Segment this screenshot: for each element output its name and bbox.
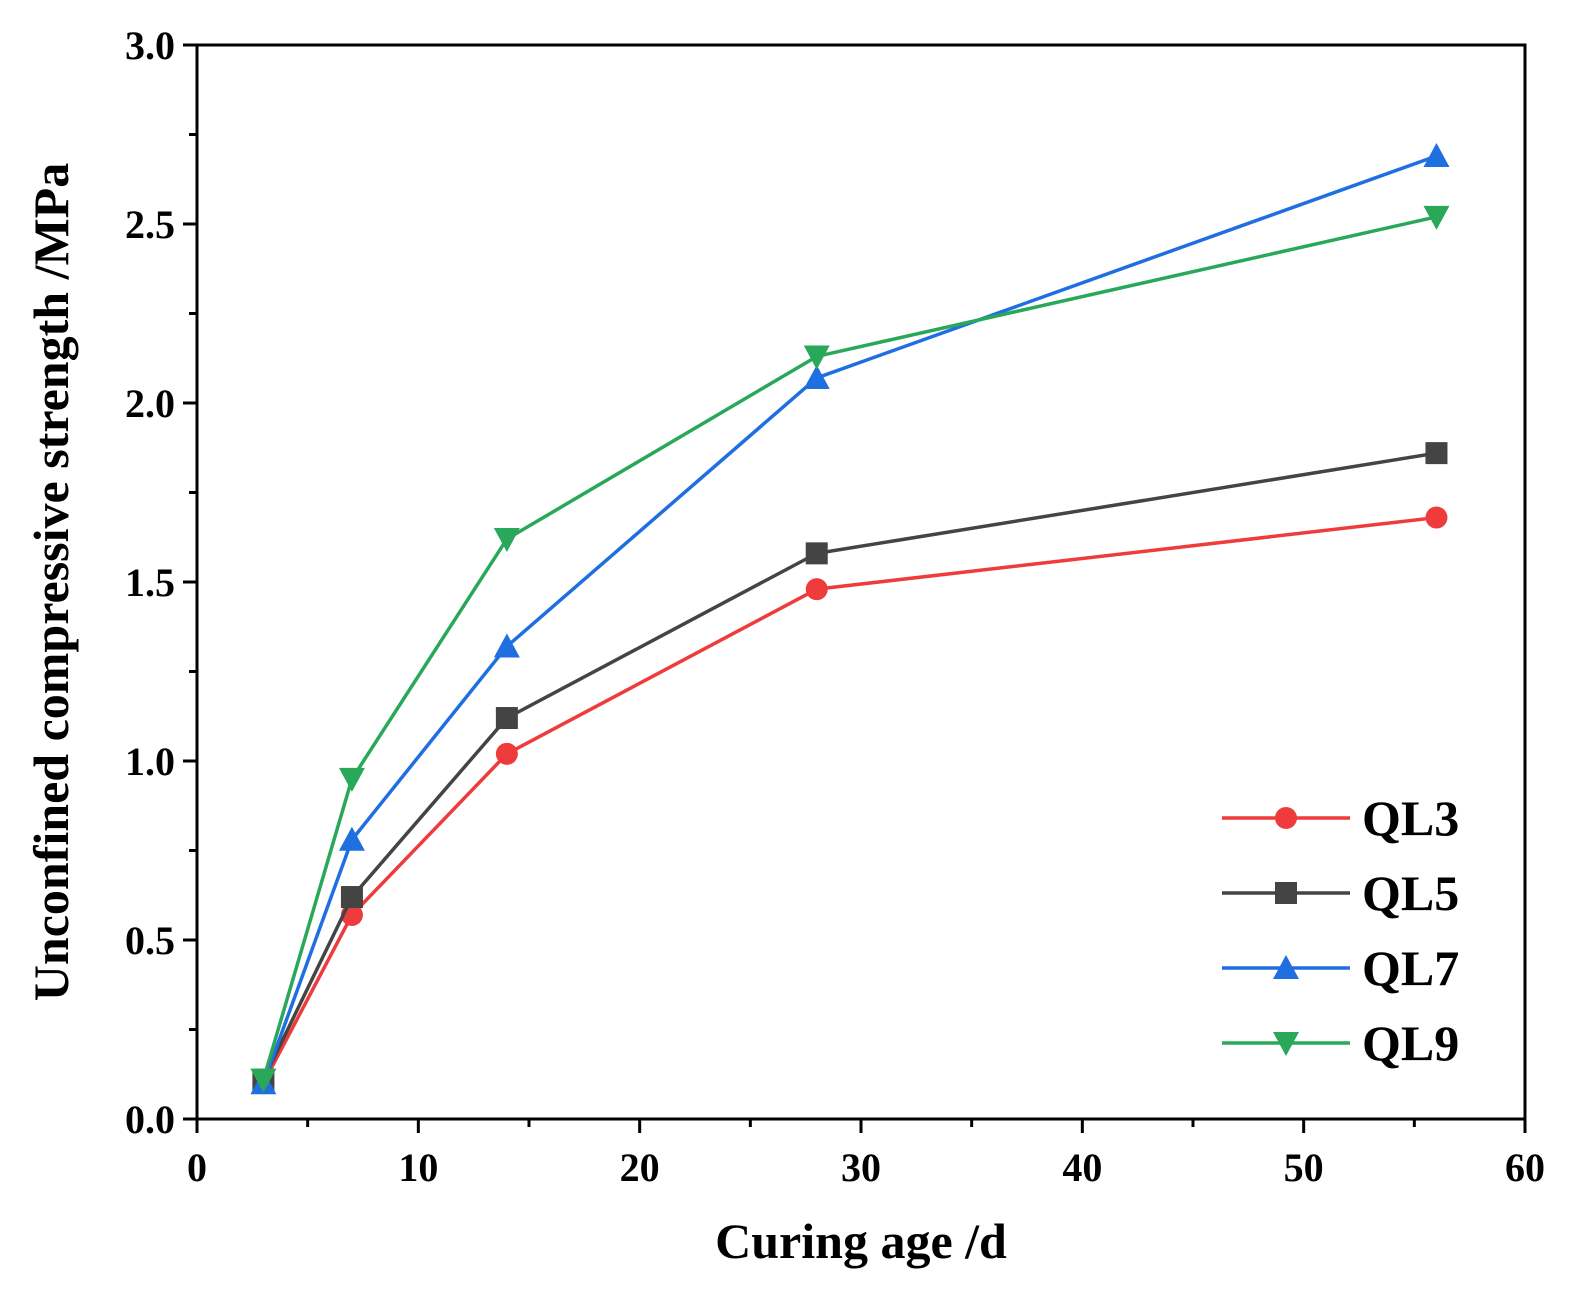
- legend: QL3 QL5 QL7 QL9: [1222, 790, 1459, 1071]
- data-point-ql5: [340, 886, 363, 909]
- series-line-ql7: [261, 154, 1438, 1084]
- legend-label: QL9: [1362, 1015, 1459, 1071]
- y-tick-label: 0.5: [125, 918, 175, 963]
- x-tick-label: 0: [187, 1145, 207, 1190]
- x-tick-label: 50: [1284, 1145, 1324, 1190]
- data-point-ql7: [803, 364, 830, 389]
- x-tick-label: 60: [1505, 1145, 1545, 1190]
- x-axis-title: Curing age /d: [715, 1213, 1007, 1269]
- legend-marker-ql3: [1275, 807, 1297, 829]
- series-ql7: [250, 142, 1450, 1095]
- series-ql5: [252, 442, 1448, 1091]
- y-tick-label: 1.5: [125, 560, 175, 605]
- y-tick-label: 2.0: [125, 381, 175, 426]
- x-tick-label: 10: [398, 1145, 438, 1190]
- legend-marker-ql7: [1273, 955, 1299, 979]
- series-line-ql5: [261, 451, 1437, 1081]
- legend-item-ql9: QL9: [1222, 1015, 1459, 1071]
- legend-marker-ql9: [1273, 1032, 1299, 1056]
- legend-item-ql7: QL7: [1222, 940, 1459, 996]
- y-axis-title: Unconfined compressive strength /MPa: [23, 163, 79, 1001]
- data-point-ql3: [495, 742, 518, 765]
- data-point-ql5: [1425, 442, 1448, 465]
- x-tick-label: 40: [1062, 1145, 1102, 1190]
- data-point-ql3: [805, 578, 828, 601]
- data-point-ql9: [1423, 205, 1450, 230]
- legend-marker-ql5: [1275, 882, 1297, 904]
- data-point-ql3: [1425, 506, 1448, 529]
- x-axis-ticks: 0 10 20 30 40 50 60: [187, 1119, 1545, 1190]
- legend-item-ql3: QL3: [1222, 790, 1459, 846]
- x-tick-label: 20: [620, 1145, 660, 1190]
- data-point-ql5: [495, 707, 518, 730]
- legend-label: QL3: [1362, 790, 1459, 846]
- y-tick-label: 1.0: [125, 739, 175, 784]
- series-line-ql9: [261, 215, 1437, 1081]
- data-point-ql7: [338, 826, 365, 851]
- y-axis-ticks: 0.0 0.5 1.0 1.5 2.0 2.5 3.0: [125, 23, 197, 1142]
- y-tick-label: 2.5: [125, 202, 175, 247]
- series-ql9: [250, 205, 1450, 1093]
- plot-area: [250, 142, 1450, 1095]
- data-point-ql9: [493, 528, 520, 553]
- data-point-ql7: [1423, 142, 1450, 167]
- y-tick-label: 0.0: [125, 1097, 175, 1142]
- data-point-ql9: [338, 767, 365, 792]
- data-point-ql7: [493, 633, 520, 658]
- x-tick-label: 30: [841, 1145, 881, 1190]
- plot-frame: [195, 43, 1527, 1121]
- legend-label: QL5: [1362, 865, 1459, 921]
- legend-item-ql5: QL5: [1222, 865, 1459, 921]
- data-point-ql9: [803, 345, 830, 370]
- data-point-ql5: [805, 542, 828, 565]
- y-tick-label: 3.0: [125, 23, 175, 68]
- data-point-ql9: [250, 1068, 277, 1093]
- legend-label: QL7: [1362, 940, 1459, 996]
- series-ql3: [252, 506, 1448, 1095]
- series-line-ql3: [261, 515, 1437, 1085]
- axes: [195, 43, 1527, 1121]
